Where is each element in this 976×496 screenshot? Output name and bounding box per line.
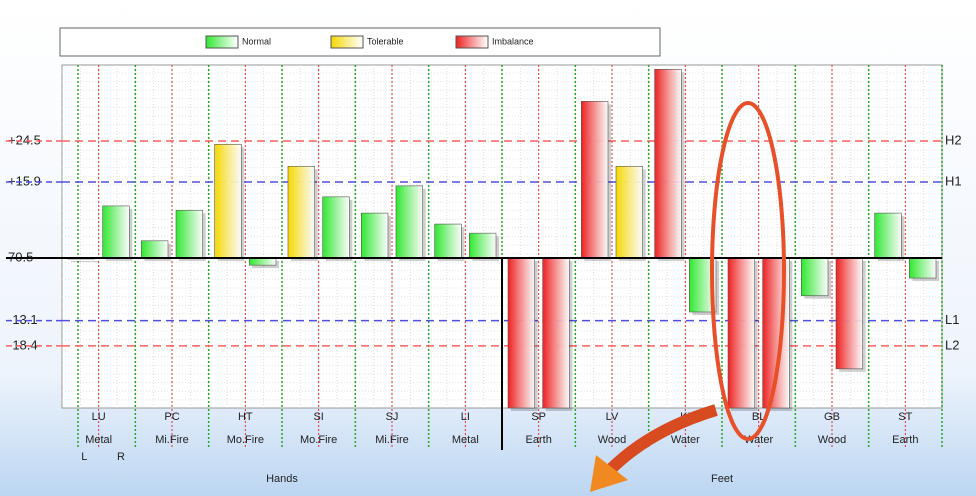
element-label: Mo.Fire — [227, 434, 264, 446]
y-tick-label: +24.5 — [8, 132, 41, 147]
x-tick-label: BL — [752, 411, 765, 423]
x-tick-label: LU — [92, 411, 106, 423]
bar — [395, 185, 423, 259]
bar — [542, 257, 570, 409]
side-label: R — [117, 451, 125, 463]
element-label: Mo.Fire — [300, 434, 337, 446]
element-label: Metal — [452, 434, 479, 446]
arrow-shaft — [605, 404, 718, 475]
bar — [102, 205, 130, 259]
group-label: Hands — [266, 473, 298, 485]
bar — [175, 209, 203, 259]
bar — [287, 165, 315, 259]
bar — [507, 257, 535, 409]
element-label: Wood — [598, 434, 627, 446]
bar — [909, 257, 937, 279]
bar — [322, 196, 350, 259]
bar — [727, 257, 755, 409]
x-tick-label: LV — [606, 411, 619, 423]
x-tick-label: SJ — [386, 411, 399, 423]
bar — [249, 257, 277, 266]
bar — [874, 212, 902, 259]
side-label: L — [81, 451, 87, 463]
legend-swatch — [205, 35, 239, 49]
legend-swatch — [330, 35, 364, 49]
element-label: Metal — [85, 434, 112, 446]
bar — [801, 257, 829, 297]
element-label: Mi.Fire — [155, 434, 189, 446]
x-tick-label: HT — [238, 411, 253, 423]
legend-label: Tolerable — [367, 36, 404, 46]
legend-label: Imbalance — [492, 36, 534, 46]
x-tick-label: PC — [164, 411, 179, 423]
legend-swatch — [455, 35, 489, 49]
y-tick-label: 70.5 — [8, 249, 33, 264]
element-label: Water — [671, 434, 700, 446]
bar — [361, 212, 389, 259]
y-tick-label: -18.4 — [8, 337, 38, 352]
reference-label: H2 — [945, 132, 962, 147]
reference-label: L1 — [945, 312, 959, 327]
reference-label: L2 — [945, 337, 959, 352]
y-tick-label: -13.1 — [8, 312, 38, 327]
bar — [141, 240, 169, 259]
bar — [469, 232, 497, 259]
bar — [654, 68, 682, 259]
reference-label: H1 — [945, 173, 962, 188]
bar — [214, 144, 242, 259]
arrow-head — [590, 455, 628, 492]
x-tick-label: GB — [824, 411, 840, 423]
highlight-ellipse — [710, 101, 786, 441]
element-label: Earth — [526, 434, 552, 446]
bar-shadow — [71, 260, 98, 262]
legend-label: Normal — [242, 36, 271, 46]
x-tick-label: SI — [313, 411, 323, 423]
bar — [835, 257, 863, 370]
element-label: Earth — [892, 434, 918, 446]
y-tick-label: +15.9 — [8, 173, 41, 188]
x-tick-label: ST — [898, 411, 912, 423]
bar — [581, 101, 609, 259]
x-tick-label: SP — [531, 411, 546, 423]
bar — [615, 165, 643, 259]
element-label: Mi.Fire — [375, 434, 409, 446]
element-label: Wood — [818, 434, 847, 446]
group-label: Feet — [711, 473, 733, 485]
bar — [434, 223, 462, 259]
x-tick-label: LI — [461, 411, 470, 423]
